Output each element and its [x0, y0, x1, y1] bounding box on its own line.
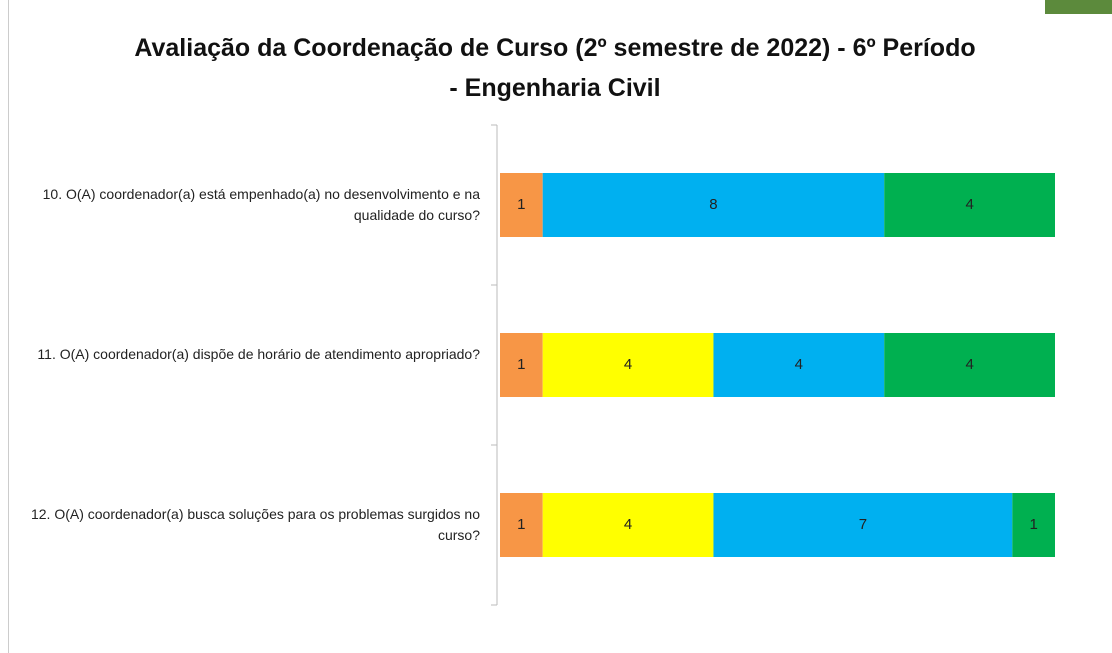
category-label: 11. O(A) coordenador(a) dispõe de horári… — [37, 346, 480, 362]
bar-segment — [542, 173, 885, 237]
category-label: 10. O(A) coordenador(a) está empenhado(a… — [42, 186, 480, 223]
bar-segment — [884, 333, 1055, 397]
bar-segment — [884, 173, 1055, 237]
data-label: 1 — [517, 196, 525, 213]
bar-segment — [500, 173, 543, 237]
bar-segment — [542, 333, 714, 397]
category-label: 12. O(A) coordenador(a) busca soluções p… — [30, 506, 480, 543]
bar-segment — [542, 493, 714, 557]
bar-segment — [500, 333, 543, 397]
data-label: 4 — [965, 196, 973, 213]
bar-segment — [713, 333, 885, 397]
data-label: 4 — [624, 356, 632, 373]
bar-segment — [500, 493, 543, 557]
data-label: 1 — [517, 516, 525, 533]
frame-left — [8, 0, 9, 653]
data-label: 7 — [859, 516, 867, 533]
data-label: 4 — [624, 516, 632, 533]
chart-title: Avaliação da Coordenação de Curso (2º se… — [134, 34, 976, 102]
bar-segment — [1012, 493, 1055, 557]
data-label: 1 — [517, 356, 525, 373]
data-label: 4 — [795, 356, 803, 373]
data-label: 4 — [965, 356, 973, 373]
data-label: 8 — [709, 196, 717, 213]
data-label: 1 — [1029, 516, 1037, 533]
bar-segment — [713, 493, 1013, 557]
frame-corner — [1045, 0, 1112, 14]
